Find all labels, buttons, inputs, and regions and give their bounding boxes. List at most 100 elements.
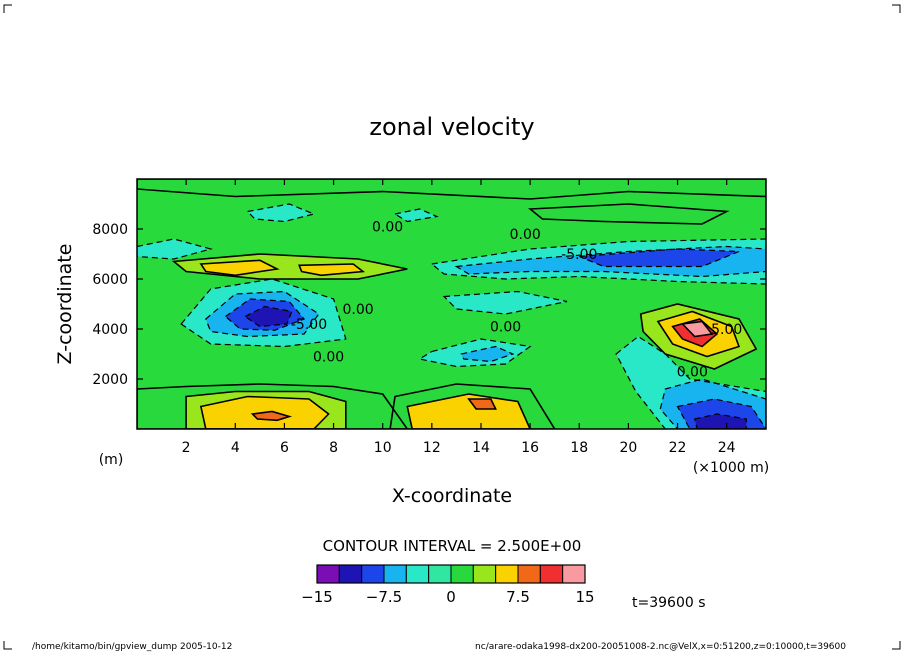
y-tick-label: 2000 [92,372,128,388]
contour-interval-text: CONTOUR INTERVAL = 2.500E+00 [323,537,582,555]
x-axis-label: X-coordinate [392,485,512,507]
colorbar: −15 −7.5 0 7.5 15 [301,564,595,606]
time-label: t=39600 s [632,595,706,611]
colorbar-frame [316,564,586,584]
colorbar-swatch [450,564,474,584]
contour-band [252,411,290,421]
contour-line [137,179,766,200]
x-tick-label: 22 [669,440,687,456]
contour-line [467,398,497,410]
colorbar-swatch [428,564,452,584]
corner-marks [3,4,901,650]
x-tick-label: 20 [619,440,637,456]
colorbar-swatch [361,564,385,584]
contour-line [430,238,766,285]
x-tick-label: 6 [280,440,289,456]
x-unit-label: (×1000 m) [693,460,769,476]
colorbar-swatch [562,564,586,584]
contour-line [693,413,747,429]
colorbar-swatch [539,564,564,584]
x-tick-label: 16 [521,440,539,456]
contour-line [393,208,439,223]
y-tick-label: 8000 [92,222,128,238]
x-tick-label: 4 [231,440,240,456]
contour-band [579,249,739,267]
contour-band [247,204,314,222]
y-tick-label: 6000 [92,272,128,288]
contour-plot [137,179,766,429]
contour-label: 0.00 [313,350,344,366]
contour-line [579,248,740,268]
contour-line [460,345,515,363]
contour-line [615,335,766,429]
colorbar-tick-label: 0 [446,588,456,606]
x-axis: 2 4 6 8 10 12 14 16 18 20 22 24 [182,179,736,456]
contour-label: 0.00 [510,227,541,243]
colorbar-tick-label: −7.5 [366,588,402,606]
y-unit-label: (m) [99,452,124,468]
colorbar-tick-label: 15 [575,588,594,606]
x-tick-label: 8 [329,440,338,456]
x-tick-label: 12 [423,440,441,456]
y-axis: 2000 4000 6000 8000 [92,222,766,388]
chart-title: zonal velocity [369,113,534,141]
colorbar-swatch [495,564,519,584]
contour-line [680,320,714,338]
x-tick-label: 2 [182,440,191,456]
contour-line [676,398,766,429]
contour-line [199,395,330,429]
contour-label: 5.00 [711,322,742,338]
contour-label: 0.00 [343,302,374,318]
contour-band [461,346,513,362]
contour-labels: 0.00 0.00 -5.00 0.00 -5.00 0.00 0.00 5.00 0.00 [291,220,742,381]
colorbar-tick-label: 7.5 [506,588,530,606]
contour-line [671,318,719,348]
contour-line [298,263,366,277]
contour-band [694,414,747,429]
contour-line [185,390,347,429]
contour-label: 0.00 [677,365,708,381]
contour-band [245,306,292,327]
y-tick-label: 4000 [92,322,128,338]
contour-line [656,310,741,358]
contour-label: -5.00 [561,247,597,263]
contour-line [417,338,532,368]
contour-label: 0.00 [372,220,403,236]
contour-line [224,298,306,331]
contour-line [137,383,409,429]
x-tick-label: 18 [570,440,588,456]
x-tick-label: 10 [374,440,392,456]
contour-band [407,394,531,429]
colorbar-swatch [316,564,340,584]
contour-line [199,259,280,277]
contour-band [530,204,727,224]
contour-line [442,290,568,315]
contour-line [205,290,320,338]
colorbar-swatch [517,564,541,584]
contour-line [250,410,293,422]
contour-band [444,291,567,314]
y-axis-label: Z-coordinate [54,244,76,365]
contour-line [527,203,730,225]
x-tick-label: 14 [472,440,490,456]
contour-line [639,303,758,370]
contour-line [171,253,408,280]
colorbar-swatch [338,564,363,584]
footer-right: nc/arare-odaka1998-dx200-20051008-2.nc@V… [475,642,846,652]
colorbar-swatch [405,564,430,584]
colorbar-tick-label: −15 [301,588,333,606]
contour-line [389,383,556,429]
contour-line [243,305,293,328]
contour-band [468,399,496,409]
contour-line [180,278,347,348]
contour-line [137,238,213,260]
contour-line [246,203,316,223]
plot-frame [136,178,767,430]
contour-label: -5.00 [291,317,327,333]
colorbar-swatch [472,564,497,584]
colorbar-swatch [383,564,407,584]
contour-label: 0.00 [490,320,521,336]
x-tick-label: 24 [718,440,736,456]
footer-left: /home/kitamo/bin/gpview_dump 2005-10-12 [32,642,232,652]
